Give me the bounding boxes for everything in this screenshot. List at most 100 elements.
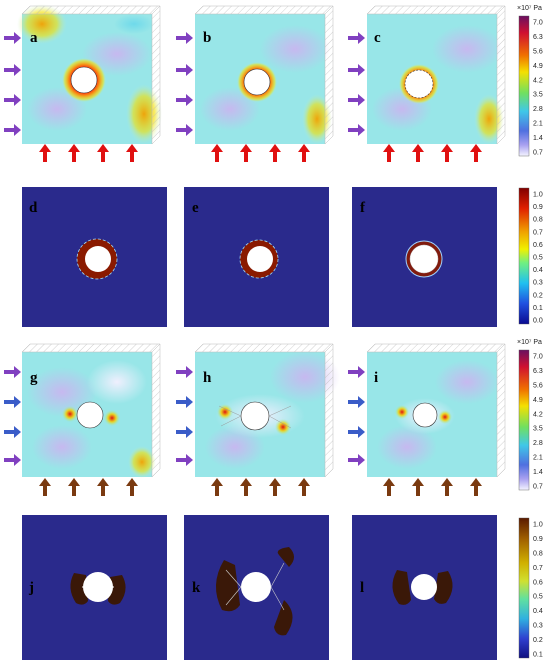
load-arrow-icon xyxy=(412,144,424,162)
colorbar-tick-label: 3.5 xyxy=(533,426,543,433)
colorbar-tick-label: 2.8 xyxy=(533,440,543,447)
panel-label-l: l xyxy=(360,580,364,596)
load-arrow-icon xyxy=(211,144,223,162)
colorbar-tick-label: 1.0 xyxy=(533,522,543,529)
load-arrow-icon xyxy=(68,478,80,496)
panel-labels: a b c d e f g h i j k l xyxy=(28,30,381,596)
colorbar-tick-label: 6.3 xyxy=(533,368,543,375)
panel-label-k: k xyxy=(192,580,201,596)
colorbar-tick-label: 0.9 xyxy=(533,204,543,211)
colorbar-tick-label: 4.9 xyxy=(533,397,543,404)
load-arrow-icon xyxy=(298,144,310,162)
colorbar-tick-label: 0.7 xyxy=(533,484,543,491)
colorbar-gradient xyxy=(518,349,530,491)
panel-h xyxy=(194,343,340,478)
colorbar-tick-label: 0.1 xyxy=(533,652,543,659)
colorbar-tick-label: 2.1 xyxy=(533,455,543,462)
side-arrow-icon xyxy=(348,94,365,106)
load-arrow-icon xyxy=(39,478,51,496)
panel-label-f: f xyxy=(360,200,366,216)
side-arrow-icon xyxy=(176,426,193,438)
colorbar-tick-label: 5.6 xyxy=(533,382,543,389)
panel-d xyxy=(22,187,167,327)
colorbar-gradient xyxy=(518,187,530,325)
panel-f xyxy=(352,187,497,327)
colorbar-tick-label: 0.3 xyxy=(533,623,543,630)
load-arrow-icon xyxy=(211,478,223,496)
side-arrow-icon xyxy=(348,454,365,466)
side-arrow-icon xyxy=(4,94,21,106)
colorbar-2: 1.0 0.9 0.8 0.7 0.6 0.5 0.4 0.3 0.2 0.1 0.0 xyxy=(518,187,543,325)
panel-label-h: h xyxy=(203,370,212,386)
side-arrow-icon xyxy=(176,32,193,44)
colorbar-tick-label: 4.2 xyxy=(533,77,543,84)
load-arrow-icon xyxy=(97,144,109,162)
colorbar-tick-label: 0.2 xyxy=(533,637,543,644)
colorbar-tick-label: 0.8 xyxy=(533,550,543,557)
row-stress-1 xyxy=(17,4,506,145)
side-arrow-icon xyxy=(4,124,21,136)
row-damage-2 xyxy=(22,515,497,660)
panel-label-b: b xyxy=(203,30,211,46)
colorbar-tick-label: 0.2 xyxy=(533,292,543,299)
side-arrow-icon xyxy=(176,454,193,466)
load-arrow-icon xyxy=(269,478,281,496)
colorbar-tick-label: 4.2 xyxy=(533,411,543,418)
panel-l xyxy=(352,515,497,660)
load-arrow-icon xyxy=(68,144,80,162)
colorbar-tick-label: 2.1 xyxy=(533,121,543,128)
load-arrow-icon xyxy=(240,144,252,162)
colorbar-tick-label: 0.7 xyxy=(533,150,543,157)
load-arrow-icon xyxy=(126,144,138,162)
row-stress-2 xyxy=(21,343,506,478)
colorbar-tick-label: 7.0 xyxy=(533,354,543,361)
colorbar-tick-label: 0.1 xyxy=(533,305,543,312)
panel-b xyxy=(194,5,334,145)
panel-a xyxy=(17,4,162,145)
colorbar-gradient xyxy=(518,517,530,659)
colorbar-tick-label: 7.0 xyxy=(533,20,543,27)
colorbar-tick-label: 0.8 xyxy=(533,217,543,224)
side-arrow-icon xyxy=(176,396,193,408)
side-arrow-icon xyxy=(348,32,365,44)
panel-k xyxy=(184,515,329,660)
colorbar-tick-label: 0.5 xyxy=(533,594,543,601)
side-arrow-icon xyxy=(4,454,21,466)
side-arrow-icon xyxy=(4,366,21,378)
panel-i xyxy=(366,343,506,478)
panel-label-g: g xyxy=(30,370,38,386)
colorbar-4: 1.0 0.9 0.8 0.7 0.6 0.5 0.4 0.3 0.2 0.1 xyxy=(518,517,543,659)
colorbar-tick-label: 1.4 xyxy=(533,469,543,476)
load-arrow-icon xyxy=(269,144,281,162)
load-arrow-icon xyxy=(126,478,138,496)
side-arrow-icon xyxy=(4,64,21,76)
panel-label-e: e xyxy=(192,200,199,216)
colorbar-gradient xyxy=(518,15,530,157)
side-arrow-icon xyxy=(176,94,193,106)
colorbar-tick-label: 0.9 xyxy=(533,536,543,543)
panel-label-j: j xyxy=(28,580,34,596)
side-arrow-icon xyxy=(4,32,21,44)
colorbar-tick-label: 0.4 xyxy=(533,267,543,274)
panel-c xyxy=(366,5,506,145)
load-arrow-icon xyxy=(383,144,395,162)
load-arrows xyxy=(4,32,482,496)
load-arrow-icon xyxy=(412,478,424,496)
load-arrow-icon xyxy=(97,478,109,496)
panel-label-a: a xyxy=(30,30,38,46)
colorbar-tick-label: 0.3 xyxy=(533,280,543,287)
panel-g xyxy=(21,343,161,478)
colorbar-unit: ×10⁷ Pa xyxy=(517,339,542,346)
colorbar-tick-label: 0.6 xyxy=(533,579,543,586)
colorbar-unit: ×10⁷ Pa xyxy=(517,5,542,12)
load-arrow-icon xyxy=(441,478,453,496)
colorbar-tick-label: 0.7 xyxy=(533,229,543,236)
panel-label-i: i xyxy=(374,370,378,386)
colorbar-tick-label: 0.4 xyxy=(533,608,543,615)
colorbar-tick-label: 1.0 xyxy=(533,192,543,199)
side-arrow-icon xyxy=(176,64,193,76)
load-arrow-icon xyxy=(383,478,395,496)
colorbar-tick-label: 0.7 xyxy=(533,565,543,572)
side-arrow-icon xyxy=(4,396,21,408)
